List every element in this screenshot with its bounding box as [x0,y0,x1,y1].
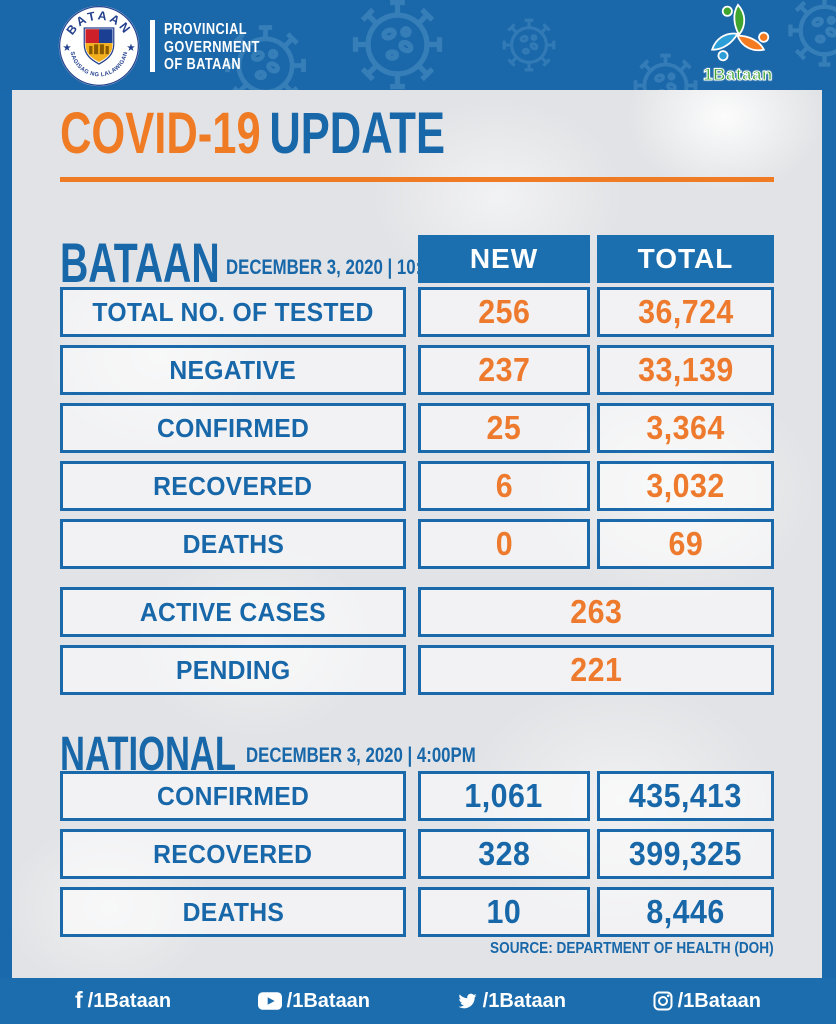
footer-social-bar: f/1Bataan /1Bataan /1Bataan /1Bataan [0,978,836,1024]
virus-decoration-icon [502,18,556,72]
bataan-provincial-seal: BATAAN SAGISAG NG LALAWIGAN [58,5,140,87]
bataan-summary-table: ACTIVE CASES 263 PENDING 221 [60,587,774,703]
new-value-box: 256 [418,287,590,337]
bataan-section-header: BATAAN DECEMBER 3, 2020 | 10:00PM NEW TO… [60,235,774,291]
table-row-national-deaths: DEATHS 10 8,446 [60,887,774,937]
new-value-box: 10 [418,887,590,937]
national-heading: NATIONAL [60,728,236,781]
title-update: UPDATE [269,101,445,166]
seal-star-right [127,43,135,51]
summary-value-box: 221 [418,645,774,695]
table-row-pending: PENDING 221 [60,645,774,695]
row-label-box: CONFIRMED [60,403,406,453]
org-name-line-3: OF BATAAN [164,56,242,73]
social-item-youtube: /1Bataan [257,989,371,1013]
org-name-line-1: PROVINCIAL [164,21,247,38]
table-row-active-cases: ACTIVE CASES 263 [60,587,774,637]
one-bataan-star-icon [710,3,770,62]
virus-decoration-icon [782,0,836,73]
total-value-box: 435,413 [597,771,774,821]
youtube-handle: /1Bataan [286,989,371,1012]
total-value-box: 399,325 [597,829,774,879]
total-value-box: 36,724 [597,287,774,337]
new-value-box: 328 [418,829,590,879]
national-datetime: DECEMBER 3, 2020 | 4:00PM [246,744,476,767]
row-label-box: DEATHS [60,887,406,937]
row-label-box: CONFIRMED [60,771,406,821]
new-value-box: 6 [418,461,590,511]
bataan-stats-table: TOTAL NO. OF TESTED 256 36,724 NEGATIVE … [60,287,774,577]
national-section-header: NATIONAL DECEMBER 3, 2020 | 4:00PM [60,723,774,779]
one-bataan-logo: 1Bataan [688,2,788,85]
table-row-confirmed: CONFIRMED 25 3,364 [60,403,774,453]
seal-star-left [63,43,71,51]
org-name: PROVINCIAL GOVERNMENT OF BATAAN [164,21,284,74]
title-covid19: COVID-19 [60,101,261,166]
row-label-box: NEGATIVE [60,345,406,395]
summary-value-box: 263 [418,587,774,637]
table-row-negative: NEGATIVE 237 33,139 [60,345,774,395]
youtube-icon [257,992,282,1010]
total-value-box: 69 [597,519,774,569]
column-header-total: TOTAL [597,235,774,283]
source-note: SOURCE: DEPARTMENT OF HEALTH (DOH) [490,940,774,957]
table-row-deaths: DEATHS 0 69 [60,519,774,569]
new-value-box: 237 [418,345,590,395]
table-row-recovered: RECOVERED 6 3,032 [60,461,774,511]
org-divider-bar [150,20,155,72]
page-title: COVID-19 UPDATE [60,101,573,166]
row-label-box: PENDING [60,645,406,695]
new-value-box: 1,061 [418,771,590,821]
total-value-box: 3,032 [597,461,774,511]
row-label-box: DEATHS [60,519,406,569]
table-row-national-recovered: RECOVERED 328 399,325 [60,829,774,879]
content-area: COVID-19 UPDATE BATAAN DECEMBER 3, 2020 … [12,90,822,978]
twitter-icon [458,993,477,1009]
header-band: BATAAN SAGISAG NG LALAWIGAN PROVINCIAL G… [0,0,836,90]
virus-decoration-icon [345,0,450,90]
bataan-heading: BATAAN [60,231,220,294]
title-underline [60,177,774,182]
row-label-box: RECOVERED [60,829,406,879]
row-label-box: RECOVERED [60,461,406,511]
total-value-box: 3,364 [597,403,774,453]
national-stats-table: CONFIRMED 1,061 435,413 RECOVERED 328 39… [60,771,774,945]
instagram-handle: /1Bataan [677,989,761,1012]
new-value-box: 25 [418,403,590,453]
facebook-handle: /1Bataan [87,989,172,1012]
facebook-icon: f [75,986,83,1013]
total-value-box: 33,139 [597,345,774,395]
one-bataan-wordmark: 1Bataan [703,65,773,85]
row-label-box: TOTAL NO. OF TESTED [60,287,406,337]
column-header-new: NEW [418,235,590,283]
new-value-box: 0 [418,519,590,569]
twitter-handle: /1Bataan [482,989,567,1012]
total-value-box: 8,446 [597,887,774,937]
social-item-facebook: f/1Bataan [75,986,172,1013]
table-row-national-confirmed: CONFIRMED 1,061 435,413 [60,771,774,821]
social-item-instagram: /1Bataan [653,990,761,1013]
social-item-twitter: /1Bataan [457,990,566,1013]
table-row-tested: TOTAL NO. OF TESTED 256 36,724 [60,287,774,337]
bataan-datetime: DECEMBER 3, 2020 | 10:00PM [226,256,466,279]
org-name-line-2: GOVERNMENT [164,38,260,56]
row-label-box: ACTIVE CASES [60,587,406,637]
instagram-icon [653,991,673,1011]
